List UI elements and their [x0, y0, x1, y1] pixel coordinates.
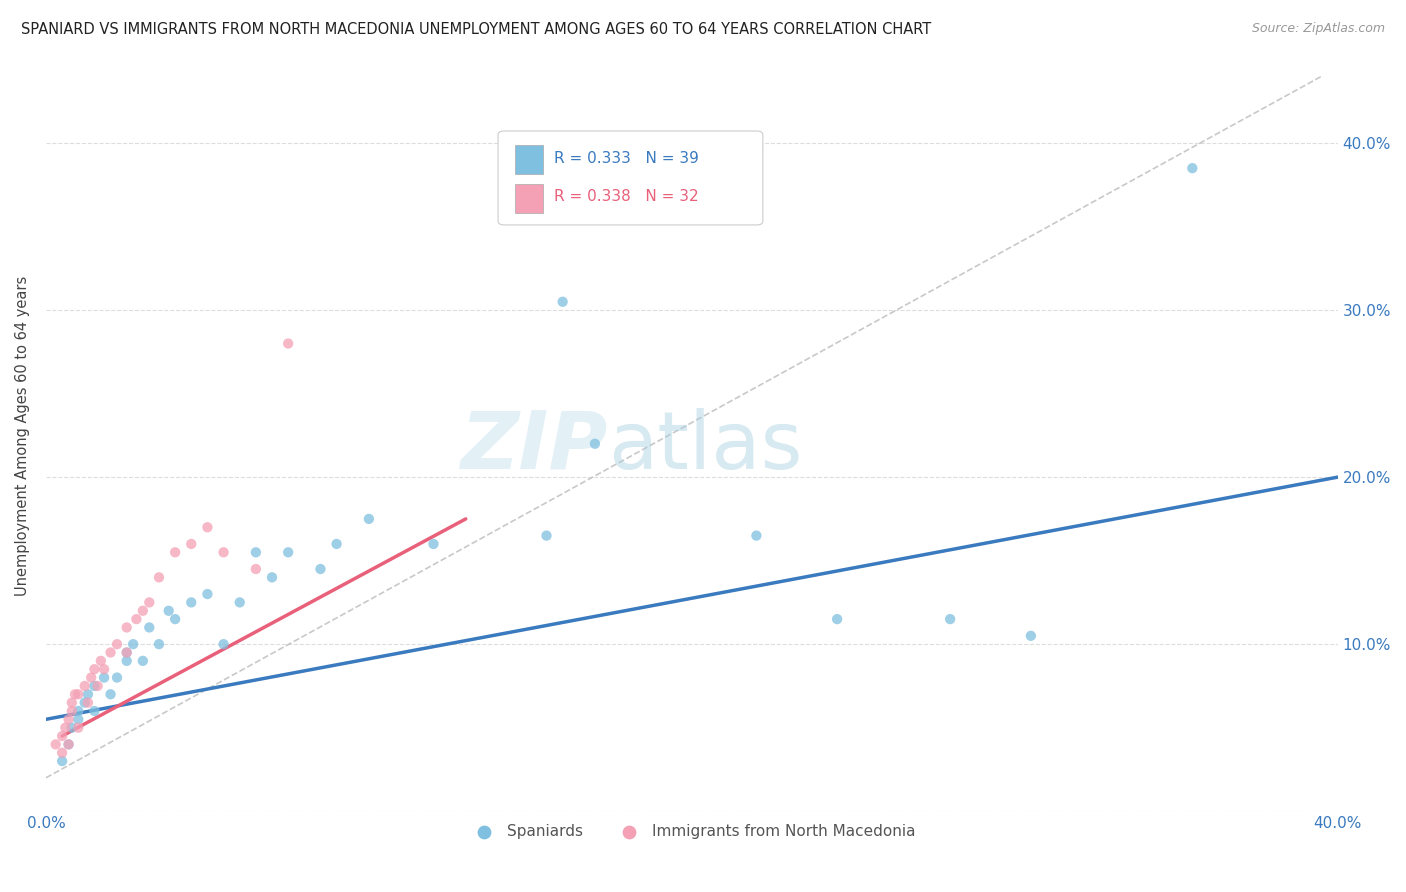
FancyBboxPatch shape — [498, 131, 763, 225]
Point — [67, 712, 90, 726]
Point — [138, 595, 160, 609]
Point — [1019, 629, 1042, 643]
Point — [125, 612, 148, 626]
Point — [157, 604, 180, 618]
Point — [93, 671, 115, 685]
Point — [105, 637, 128, 651]
Point — [60, 696, 83, 710]
Point — [422, 537, 444, 551]
Point — [180, 537, 202, 551]
Point — [90, 654, 112, 668]
Text: Source: ZipAtlas.com: Source: ZipAtlas.com — [1251, 22, 1385, 36]
Point — [1181, 161, 1204, 176]
Point — [83, 679, 105, 693]
Point — [197, 587, 219, 601]
Point — [309, 562, 332, 576]
Point — [245, 562, 267, 576]
Point — [132, 654, 155, 668]
Point — [228, 595, 250, 609]
Text: atlas: atlas — [607, 408, 803, 485]
Point — [60, 704, 83, 718]
Point — [165, 612, 187, 626]
Point — [83, 662, 105, 676]
Point — [100, 687, 122, 701]
Point — [51, 746, 73, 760]
Point — [51, 729, 73, 743]
Point — [51, 754, 73, 768]
Point — [212, 545, 235, 559]
Point — [67, 721, 90, 735]
Point — [132, 604, 155, 618]
Point — [83, 704, 105, 718]
Point — [939, 612, 962, 626]
Point — [73, 696, 96, 710]
Point — [165, 545, 187, 559]
Point — [77, 687, 100, 701]
Point — [148, 637, 170, 651]
Point — [73, 679, 96, 693]
Point — [148, 570, 170, 584]
Point — [53, 721, 76, 735]
Point — [86, 679, 108, 693]
Point — [77, 696, 100, 710]
FancyBboxPatch shape — [515, 184, 543, 212]
Point — [80, 671, 103, 685]
Point — [122, 637, 145, 651]
Legend: Spaniards, Immigrants from North Macedonia: Spaniards, Immigrants from North Macedon… — [463, 818, 921, 845]
Point — [245, 545, 267, 559]
Point — [745, 528, 768, 542]
Text: SPANIARD VS IMMIGRANTS FROM NORTH MACEDONIA UNEMPLOYMENT AMONG AGES 60 TO 64 YEA: SPANIARD VS IMMIGRANTS FROM NORTH MACEDO… — [21, 22, 931, 37]
Text: ZIP: ZIP — [461, 408, 607, 485]
Point — [58, 738, 80, 752]
Point — [58, 738, 80, 752]
Point — [115, 646, 138, 660]
Point — [93, 662, 115, 676]
Point — [138, 620, 160, 634]
Point — [825, 612, 848, 626]
Point — [60, 721, 83, 735]
Point — [58, 712, 80, 726]
Text: R = 0.333   N = 39: R = 0.333 N = 39 — [554, 151, 699, 166]
FancyBboxPatch shape — [515, 145, 543, 174]
Point — [277, 336, 299, 351]
Point — [260, 570, 283, 584]
Point — [63, 687, 86, 701]
Point — [277, 545, 299, 559]
Point — [583, 436, 606, 450]
Point — [551, 294, 574, 309]
Point — [115, 646, 138, 660]
Point — [197, 520, 219, 534]
Point — [536, 528, 558, 542]
Point — [67, 704, 90, 718]
Point — [325, 537, 347, 551]
Text: R = 0.338   N = 32: R = 0.338 N = 32 — [554, 189, 699, 204]
Point — [357, 512, 380, 526]
Point — [45, 738, 67, 752]
Point — [115, 620, 138, 634]
Point — [115, 654, 138, 668]
Point — [67, 687, 90, 701]
Point — [212, 637, 235, 651]
Point — [105, 671, 128, 685]
Y-axis label: Unemployment Among Ages 60 to 64 years: Unemployment Among Ages 60 to 64 years — [15, 276, 30, 596]
Point — [100, 646, 122, 660]
Point — [180, 595, 202, 609]
